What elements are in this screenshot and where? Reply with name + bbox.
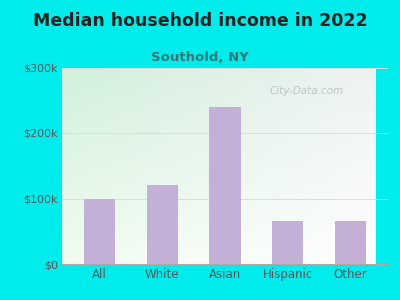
Text: Median household income in 2022: Median household income in 2022 — [33, 12, 367, 30]
Bar — [209, 107, 241, 264]
Text: City-Data.com: City-Data.com — [270, 86, 344, 96]
Bar — [335, 221, 366, 264]
Bar — [147, 185, 178, 264]
Bar — [272, 221, 303, 264]
Text: Southold, NY: Southold, NY — [151, 51, 249, 64]
Bar — [84, 199, 115, 264]
